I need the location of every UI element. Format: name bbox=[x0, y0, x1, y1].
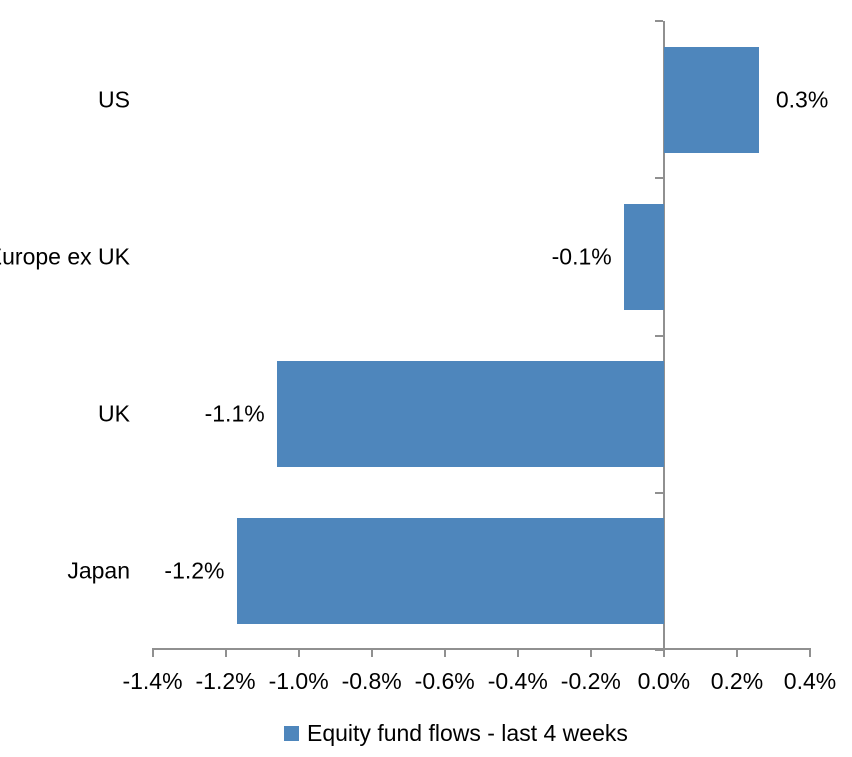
category-label-europe-ex-uk: Europe ex UK bbox=[0, 243, 130, 270]
category-axis-tick bbox=[654, 649, 663, 651]
x-axis-tick bbox=[370, 650, 373, 657]
data-label-europe-ex-uk: -0.1% bbox=[551, 243, 612, 270]
legend-marker bbox=[284, 726, 299, 741]
category-label-us: US bbox=[98, 86, 130, 113]
data-label-us: 0.3% bbox=[775, 86, 829, 113]
x-axis-tick bbox=[735, 650, 738, 657]
x-axis-tick-label: -0.4% bbox=[487, 668, 548, 694]
category-label-japan: Japan bbox=[67, 557, 130, 584]
x-axis-tick-label: 0.4% bbox=[783, 668, 837, 694]
data-label-uk: -1.1% bbox=[204, 400, 265, 427]
category-axis-tick bbox=[654, 491, 663, 494]
x-axis-tick-label: -1.4% bbox=[122, 668, 183, 694]
x-axis-tick-label: -1.0% bbox=[268, 668, 329, 694]
legend-label: Equity fund flows - last 4 weeks bbox=[307, 720, 628, 746]
x-axis-tick bbox=[516, 650, 519, 657]
x-axis-tick-label: -0.2% bbox=[560, 668, 621, 694]
bar-japan bbox=[236, 518, 664, 625]
data-label-japan: -1.2% bbox=[164, 557, 225, 584]
x-axis-tick-label: -1.2% bbox=[195, 668, 256, 694]
x-axis-tick bbox=[224, 650, 227, 657]
x-axis-tick bbox=[662, 650, 665, 657]
bar-us bbox=[663, 46, 759, 153]
x-axis-tick bbox=[297, 650, 300, 657]
category-label-uk: UK bbox=[98, 400, 130, 427]
category-axis-tick bbox=[654, 334, 663, 337]
x-axis-tick-label: 0.0% bbox=[637, 668, 691, 694]
bar-uk bbox=[276, 361, 664, 468]
x-axis-tick-label: -0.6% bbox=[414, 668, 475, 694]
bar-europe-ex-uk bbox=[623, 203, 664, 310]
category-axis-tick bbox=[654, 20, 663, 22]
x-axis-tick bbox=[589, 650, 592, 657]
category-axis-line bbox=[662, 21, 665, 657]
x-axis-tick bbox=[809, 650, 811, 657]
x-axis-tick-label: 0.2% bbox=[710, 668, 764, 694]
value-axis-line bbox=[151, 648, 811, 650]
x-axis-tick-label: -0.8% bbox=[341, 668, 402, 694]
x-axis-tick bbox=[443, 650, 446, 657]
x-axis-tick bbox=[151, 650, 154, 657]
category-axis-tick bbox=[654, 177, 663, 180]
legend: Equity fund flows - last 4 weeks bbox=[284, 720, 628, 747]
